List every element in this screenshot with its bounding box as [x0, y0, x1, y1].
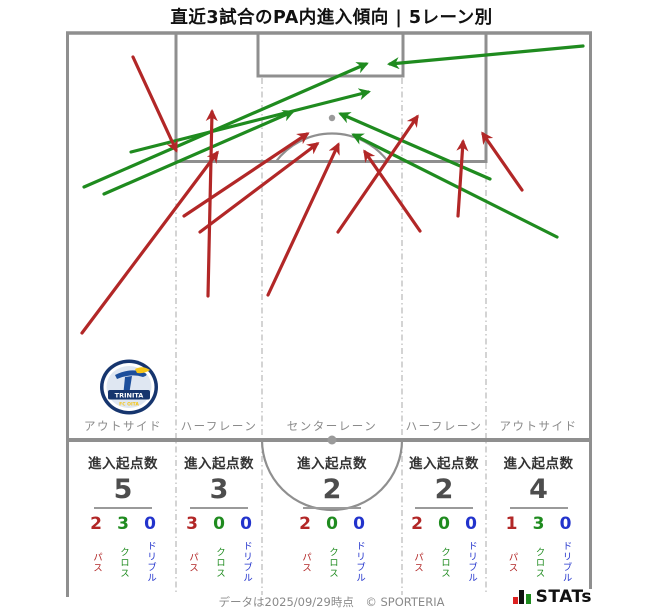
- origin-count: 5: [113, 474, 133, 505]
- entry-arrow-pass: [363, 149, 422, 233]
- origin-count: 2: [322, 474, 342, 505]
- cross-count: 0: [213, 514, 225, 535]
- pass-label: パス: [186, 551, 198, 573]
- lane-label: センターレーン: [286, 419, 378, 433]
- team-logo: TRINITA FC OITA: [100, 359, 158, 415]
- data-date-note: データは2025/09/29時点 © SPORTERIA: [218, 595, 445, 609]
- metric-label: 進入起点数: [503, 456, 574, 472]
- lane-stats-centre: 進入起点数 2 2 パス 0 クロス 0 ドリブル: [262, 452, 402, 588]
- entry-arrow-cross: [351, 133, 559, 239]
- entry-arrow-pass: [182, 132, 310, 218]
- pass-label: パス: [506, 551, 518, 573]
- underline: [94, 507, 152, 510]
- entry-arrow-cross: [338, 112, 492, 181]
- entry-arrow-pass: [266, 142, 340, 297]
- entry-arrow-pass: [198, 142, 320, 234]
- entry-arrow-cross: [102, 110, 295, 196]
- logo-swoosh: [135, 367, 150, 374]
- pass-label: パス: [411, 551, 423, 573]
- origin-count: 3: [209, 474, 229, 505]
- cross-label: クロス: [438, 546, 450, 579]
- lane-divider-lines: [175, 78, 487, 595]
- entry-arrow-pass: [456, 138, 469, 218]
- dribble-label: ドリブル: [353, 541, 365, 584]
- lane-stats-outside-left: 進入起点数 5 2 パス 3 クロス 0 ドリブル: [70, 452, 176, 588]
- pass-count: 2: [90, 514, 102, 535]
- lane-stats-outside-right: 進入起点数 4 1 パス 3 クロス 0 ドリブル: [486, 452, 591, 588]
- entry-arrow-pass: [481, 131, 524, 192]
- underline: [303, 507, 361, 510]
- origin-count: 2: [434, 474, 454, 505]
- dribble-label: ドリブル: [240, 541, 252, 584]
- page-title: 直近3試合のPA内進入傾向 | 5レーン別: [170, 8, 493, 28]
- dribble-count: 0: [465, 514, 477, 535]
- pass-count: 1: [505, 514, 518, 535]
- penalty-spot: [328, 114, 336, 122]
- metric-label: 進入起点数: [184, 456, 254, 472]
- underline: [509, 507, 568, 510]
- stats-brand-logo: STATs: [506, 587, 592, 607]
- lane-stats-half-left: 進入起点数 3 3 パス 0 クロス 0 ドリブル: [176, 452, 262, 588]
- cross-label: クロス: [533, 546, 545, 579]
- dribble-label: ドリブル: [560, 541, 572, 584]
- entry-arrow-cross: [386, 44, 585, 70]
- metric-label: 進入起点数: [409, 456, 479, 472]
- entry-arrows-layer: [80, 44, 585, 335]
- entry-arrow-cross: [82, 62, 369, 189]
- cross-label: クロス: [213, 546, 225, 579]
- lane-stats-half-right: 進入起点数 2 2 パス 0 クロス 0 ドリブル: [402, 452, 486, 588]
- bar-chart-icon: [512, 590, 531, 606]
- logo-name: TRINITA: [115, 392, 144, 400]
- entry-arrow-pass: [205, 108, 218, 298]
- dribble-label: ドリブル: [144, 541, 156, 584]
- pass-count: 2: [299, 514, 311, 535]
- cross-count: 3: [117, 514, 129, 535]
- lane-label: アウトサイド: [84, 419, 162, 433]
- underline: [190, 507, 248, 510]
- metric-label: 進入起点数: [297, 456, 367, 472]
- cross-label: クロス: [326, 546, 338, 579]
- dribble-count: 0: [559, 514, 572, 535]
- lane-label: ハーフレーン: [405, 419, 483, 433]
- dribble-label: ドリブル: [465, 541, 477, 584]
- cross-label: クロス: [117, 546, 129, 579]
- pass-count: 2: [411, 514, 423, 535]
- pass-label: パス: [90, 551, 102, 573]
- cross-count: 0: [326, 514, 338, 535]
- entry-arrow-cross: [129, 88, 371, 154]
- pass-count: 3: [186, 514, 198, 535]
- pass-label: パス: [299, 551, 311, 573]
- origin-count: 4: [529, 474, 548, 505]
- dribble-count: 0: [240, 514, 252, 535]
- centre-spot: [327, 435, 337, 445]
- cross-count: 3: [532, 514, 545, 535]
- entry-arrow-pass: [131, 55, 178, 153]
- dribble-count: 0: [353, 514, 365, 535]
- dribble-count: 0: [144, 514, 156, 535]
- cross-count: 0: [438, 514, 450, 535]
- underline: [415, 507, 473, 510]
- brand-name: STATs: [535, 587, 592, 607]
- entry-arrow-pass: [80, 150, 219, 335]
- lane-label: アウトサイド: [499, 419, 578, 433]
- pitch-lines: [66, 31, 592, 597]
- metric-label: 進入起点数: [88, 456, 158, 472]
- entry-arrow-pass: [336, 114, 419, 234]
- lane-label: ハーフレーン: [180, 419, 258, 433]
- logo-sub: FC OITA: [119, 402, 139, 408]
